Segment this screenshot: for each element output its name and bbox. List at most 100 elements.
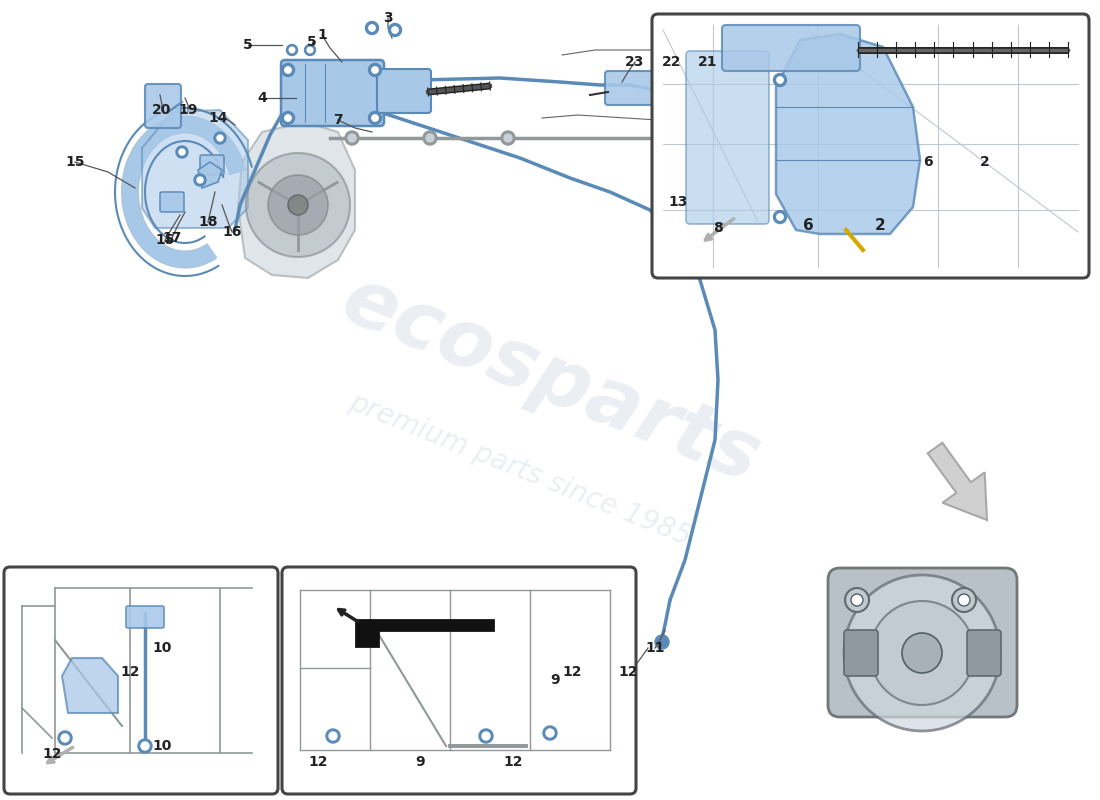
Circle shape bbox=[268, 175, 328, 235]
FancyBboxPatch shape bbox=[280, 60, 384, 126]
Text: 11: 11 bbox=[646, 641, 664, 655]
Text: 20: 20 bbox=[152, 103, 172, 117]
Polygon shape bbox=[142, 110, 248, 228]
Circle shape bbox=[482, 732, 490, 740]
Text: 23: 23 bbox=[625, 55, 645, 69]
Circle shape bbox=[194, 174, 206, 186]
Circle shape bbox=[504, 134, 512, 142]
FancyBboxPatch shape bbox=[4, 567, 278, 794]
Circle shape bbox=[197, 177, 204, 183]
Text: 3: 3 bbox=[383, 11, 393, 25]
Circle shape bbox=[388, 23, 401, 37]
Circle shape bbox=[179, 149, 185, 155]
FancyBboxPatch shape bbox=[160, 192, 184, 212]
Circle shape bbox=[329, 732, 337, 740]
Text: 21: 21 bbox=[698, 55, 717, 69]
Circle shape bbox=[60, 734, 69, 742]
Text: 12: 12 bbox=[562, 665, 582, 679]
FancyBboxPatch shape bbox=[686, 51, 769, 224]
Circle shape bbox=[773, 210, 786, 223]
Text: 17: 17 bbox=[163, 231, 182, 245]
Circle shape bbox=[372, 66, 378, 74]
Text: 9: 9 bbox=[550, 673, 560, 687]
Circle shape bbox=[365, 22, 378, 34]
FancyBboxPatch shape bbox=[145, 84, 182, 128]
Text: 16: 16 bbox=[222, 225, 242, 239]
Circle shape bbox=[214, 132, 225, 144]
Text: 19: 19 bbox=[178, 103, 198, 117]
Circle shape bbox=[478, 729, 493, 743]
Text: 2: 2 bbox=[980, 155, 990, 169]
FancyBboxPatch shape bbox=[844, 630, 878, 676]
Circle shape bbox=[368, 111, 382, 125]
FancyBboxPatch shape bbox=[967, 630, 1001, 676]
Circle shape bbox=[286, 45, 297, 55]
Text: 12: 12 bbox=[504, 755, 522, 769]
Circle shape bbox=[844, 575, 1000, 731]
Text: 5: 5 bbox=[243, 38, 253, 52]
Circle shape bbox=[307, 47, 312, 53]
FancyBboxPatch shape bbox=[678, 126, 704, 150]
Text: 4: 4 bbox=[257, 91, 267, 105]
Text: 12: 12 bbox=[120, 665, 140, 679]
Text: 12: 12 bbox=[308, 755, 328, 769]
Circle shape bbox=[424, 131, 437, 145]
Polygon shape bbox=[356, 620, 493, 646]
Circle shape bbox=[870, 601, 974, 705]
Circle shape bbox=[902, 633, 942, 673]
Circle shape bbox=[368, 63, 382, 77]
Text: 15: 15 bbox=[155, 233, 175, 247]
Text: 5: 5 bbox=[307, 35, 317, 49]
Circle shape bbox=[392, 26, 398, 34]
Circle shape bbox=[345, 131, 359, 145]
Polygon shape bbox=[776, 34, 920, 234]
Text: 9: 9 bbox=[415, 755, 425, 769]
FancyBboxPatch shape bbox=[605, 71, 659, 105]
Circle shape bbox=[289, 47, 295, 53]
Circle shape bbox=[288, 195, 308, 215]
Text: 12: 12 bbox=[42, 747, 62, 761]
Text: 13: 13 bbox=[669, 195, 688, 209]
Text: 18: 18 bbox=[198, 215, 218, 229]
FancyBboxPatch shape bbox=[126, 606, 164, 628]
Text: 12: 12 bbox=[618, 665, 638, 679]
Circle shape bbox=[285, 114, 292, 122]
Circle shape bbox=[138, 739, 152, 753]
Polygon shape bbox=[62, 658, 118, 713]
Circle shape bbox=[426, 134, 434, 142]
Circle shape bbox=[777, 77, 783, 83]
Circle shape bbox=[543, 726, 557, 740]
Circle shape bbox=[282, 63, 295, 77]
FancyArrow shape bbox=[927, 442, 987, 520]
FancyBboxPatch shape bbox=[828, 568, 1018, 717]
Text: premium parts since 1985: premium parts since 1985 bbox=[345, 389, 695, 551]
Circle shape bbox=[777, 214, 783, 220]
Text: 10: 10 bbox=[152, 641, 172, 655]
Circle shape bbox=[246, 153, 350, 257]
FancyBboxPatch shape bbox=[652, 14, 1089, 278]
Text: ecosparts: ecosparts bbox=[330, 261, 770, 499]
Circle shape bbox=[695, 188, 710, 202]
Text: 2: 2 bbox=[874, 218, 886, 233]
Text: 7: 7 bbox=[333, 113, 343, 127]
Circle shape bbox=[141, 742, 149, 750]
Circle shape bbox=[851, 594, 864, 606]
Circle shape bbox=[773, 74, 786, 86]
Polygon shape bbox=[198, 162, 222, 188]
Circle shape bbox=[282, 111, 295, 125]
Text: 8: 8 bbox=[713, 221, 723, 235]
FancyBboxPatch shape bbox=[689, 65, 735, 95]
Circle shape bbox=[952, 588, 976, 612]
Text: 10: 10 bbox=[152, 739, 172, 753]
Circle shape bbox=[372, 114, 378, 122]
Circle shape bbox=[672, 86, 683, 98]
FancyBboxPatch shape bbox=[200, 155, 224, 175]
Text: 6: 6 bbox=[803, 218, 813, 233]
Circle shape bbox=[305, 45, 316, 55]
Circle shape bbox=[348, 134, 356, 142]
Circle shape bbox=[958, 594, 970, 606]
Circle shape bbox=[217, 135, 223, 141]
Circle shape bbox=[176, 146, 188, 158]
Text: 6: 6 bbox=[923, 155, 933, 169]
Circle shape bbox=[58, 731, 72, 745]
